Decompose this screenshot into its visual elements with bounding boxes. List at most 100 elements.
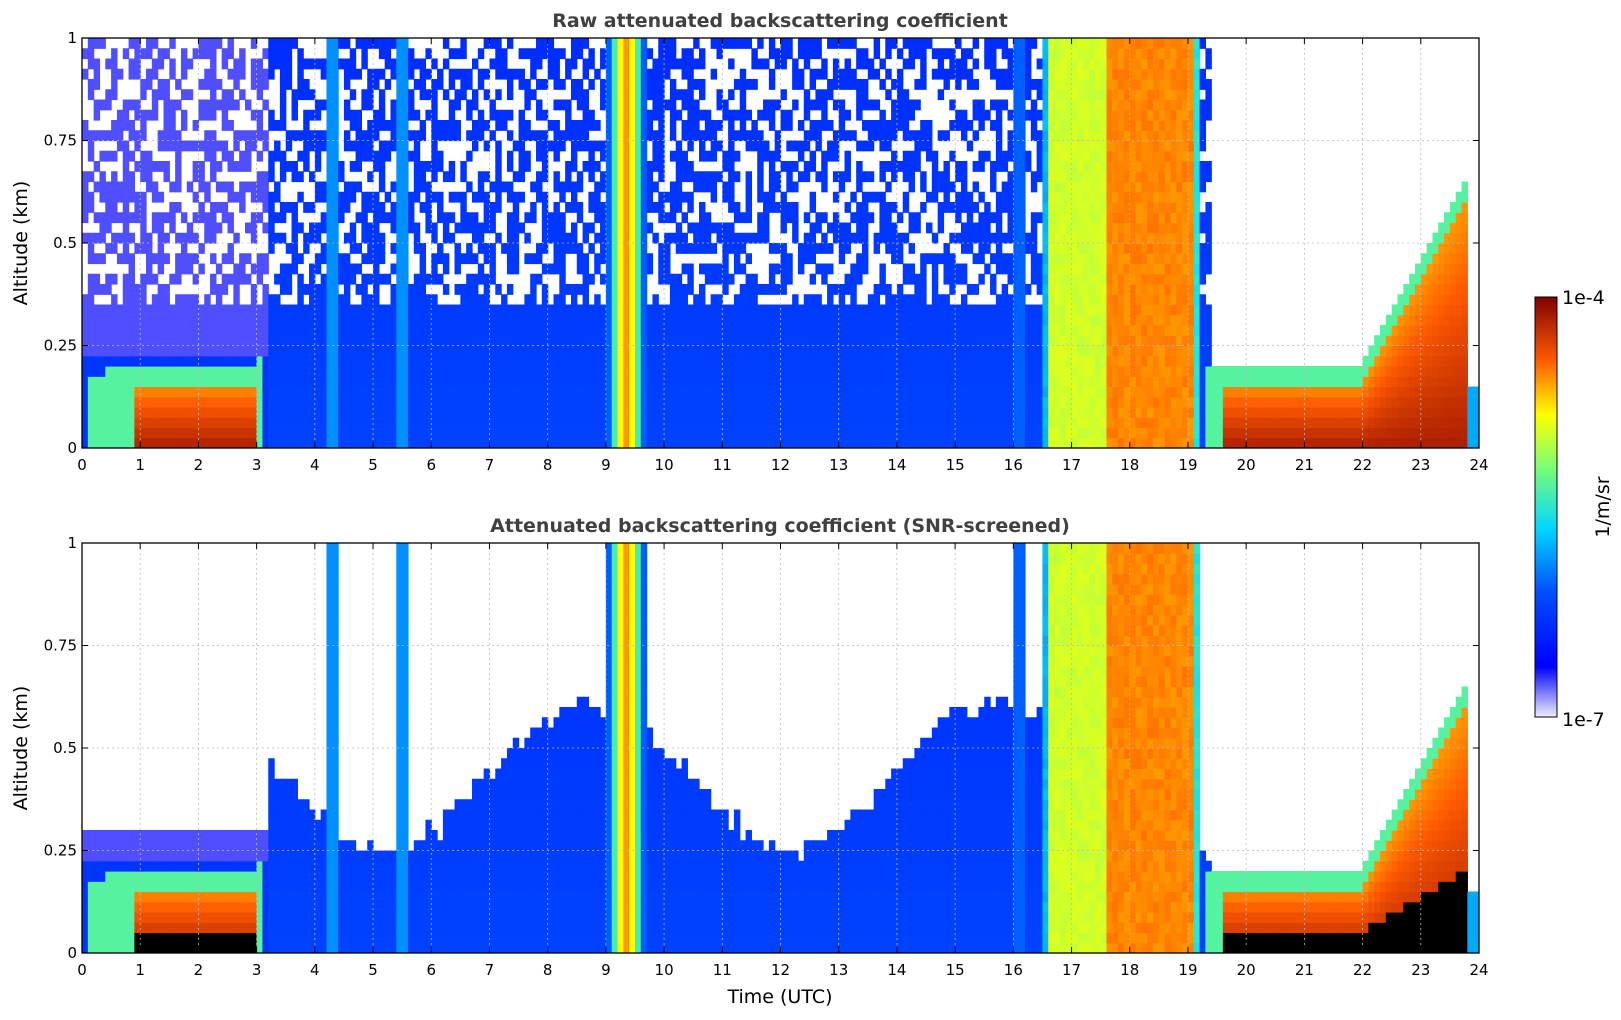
- heatmap-cell: [291, 427, 298, 439]
- heatmap-cell: [99, 212, 106, 224]
- heatmap-cell: [844, 427, 851, 439]
- heatmap-cell: [1024, 48, 1032, 60]
- heatmap-cell: [192, 314, 200, 326]
- heatmap-cell: [140, 407, 147, 418]
- heatmap-cell: [419, 437, 427, 448]
- heatmap-cell: [93, 325, 101, 336]
- heatmap-cell: [914, 130, 921, 142]
- heatmap-cell: [809, 294, 817, 306]
- heatmap-cell: [914, 366, 921, 377]
- heatmap-cell: [1048, 79, 1055, 90]
- heatmap-cell: [244, 325, 252, 336]
- heatmap-cell: [908, 294, 915, 306]
- heatmap-cell: [274, 181, 281, 193]
- heatmap-cell: [949, 304, 956, 316]
- heatmap-cell: [960, 345, 968, 357]
- heatmap-cell: [972, 427, 980, 439]
- heatmap-cell: [1001, 427, 1009, 439]
- heatmap-cell: [1048, 99, 1055, 111]
- heatmap-cell: [396, 48, 403, 60]
- heatmap-cell: [611, 68, 619, 80]
- heatmap-cell: [914, 212, 921, 224]
- heatmap-cell: [838, 181, 846, 193]
- heatmap-cell: [221, 89, 229, 101]
- heatmap-cell: [896, 253, 904, 265]
- heatmap-cell: [442, 38, 450, 49]
- heatmap-cell: [204, 68, 211, 80]
- heatmap-cell: [605, 38, 613, 49]
- heatmap-cell: [675, 140, 683, 152]
- heatmap-cell: [908, 355, 915, 367]
- heatmap-cell: [629, 243, 636, 254]
- heatmap-cell: [140, 437, 147, 448]
- heatmap-cell: [763, 396, 770, 408]
- heatmap-cell: [373, 355, 380, 367]
- heatmap-cell: [466, 417, 473, 429]
- heatmap-cell: [512, 68, 520, 80]
- heatmap-cell: [669, 366, 677, 377]
- heatmap-cell: [809, 243, 817, 254]
- heatmap-cell: [565, 345, 572, 357]
- heatmap-cell: [262, 294, 269, 306]
- heatmap-cell: [553, 386, 560, 398]
- heatmap-cell: [1001, 68, 1009, 80]
- heatmap-cell: [617, 294, 624, 306]
- heatmap-cell: [501, 58, 508, 70]
- heatmap-cell: [623, 314, 630, 326]
- heatmap-cell: [856, 48, 863, 60]
- heatmap-cell: [210, 366, 217, 377]
- heatmap-cell: [605, 181, 613, 193]
- heatmap-cell: [93, 355, 101, 367]
- heatmap-cell: [757, 212, 764, 224]
- heatmap-cell: [326, 263, 333, 275]
- heatmap-cell: [151, 99, 159, 111]
- heatmap-cell: [285, 284, 293, 295]
- heatmap-cell: [425, 325, 432, 336]
- heatmap-cell: [978, 109, 985, 121]
- heatmap-cell: [472, 376, 479, 388]
- heatmap-cell: [931, 427, 939, 439]
- heatmap-cell: [914, 150, 921, 162]
- heatmap-cell: [367, 304, 374, 316]
- heatmap-cell: [373, 253, 380, 265]
- heatmap-cell: [448, 314, 456, 326]
- heatmap-cell: [134, 386, 141, 398]
- heatmap-cell: [524, 345, 531, 357]
- heatmap-cell: [646, 253, 654, 265]
- heatmap-cell: [157, 376, 165, 388]
- heatmap-cell: [739, 109, 747, 121]
- heatmap-cell: [926, 191, 933, 203]
- heatmap-cell: [448, 212, 456, 224]
- heatmap-cell: [786, 437, 793, 448]
- heatmap-cell: [477, 407, 485, 418]
- heatmap-cell: [675, 191, 683, 203]
- heatmap-cell: [256, 253, 264, 265]
- heatmap-cell: [559, 396, 566, 408]
- heatmap-cell: [221, 304, 229, 316]
- heatmap-cell: [774, 345, 782, 357]
- heatmap-cell: [262, 253, 269, 265]
- heatmap-cell: [547, 325, 555, 336]
- heatmap-cell: [990, 181, 997, 193]
- heatmap-cell: [1042, 191, 1049, 203]
- heatmap-cell: [483, 273, 491, 285]
- heatmap-cell: [815, 314, 822, 326]
- heatmap-cell: [367, 335, 374, 347]
- heatmap-cell: [1042, 314, 1049, 326]
- heatmap-cell: [693, 427, 700, 439]
- heatmap-cell: [844, 386, 851, 398]
- heatmap-cell: [413, 335, 421, 347]
- heatmap-cell: [134, 376, 141, 388]
- heatmap-cell: [693, 345, 700, 357]
- heatmap-cell: [1019, 181, 1026, 193]
- heatmap-cell: [431, 273, 438, 285]
- heatmap-cell: [745, 273, 752, 285]
- heatmap-cell: [797, 355, 805, 367]
- heatmap-cell: [506, 437, 514, 448]
- heatmap-cell: [646, 161, 654, 172]
- heatmap-cell: [501, 417, 508, 429]
- heatmap-cell: [291, 407, 298, 418]
- heatmap-cell: [669, 150, 677, 162]
- heatmap-cell: [192, 294, 200, 306]
- heatmap-cell: [797, 140, 805, 152]
